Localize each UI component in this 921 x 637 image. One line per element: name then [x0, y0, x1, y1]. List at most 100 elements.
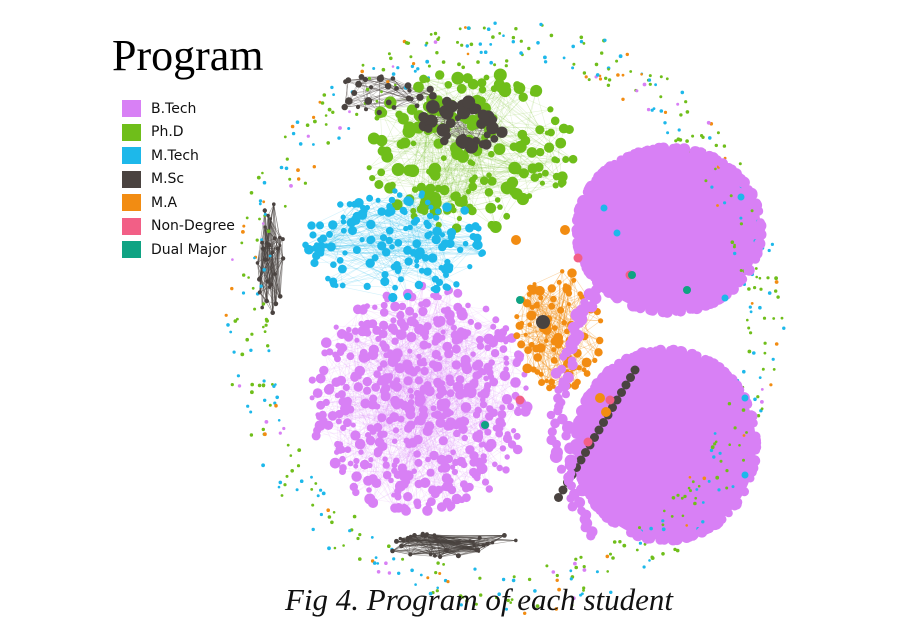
graph-edge: [389, 376, 482, 446]
graph-edge: [348, 100, 380, 113]
outer-ring-node: [616, 73, 620, 77]
mtech-node: [388, 196, 396, 204]
btech-node: [436, 502, 447, 512]
btech-node: [397, 415, 405, 423]
btech-node: [724, 509, 733, 518]
legend: B.Tech Ph.D M.Tech M.Sc M.A Non-Degree D…: [122, 97, 235, 262]
graph-edge: [273, 204, 284, 259]
graph-edge: [539, 290, 588, 374]
graph-edge: [320, 326, 385, 379]
btech-node: [717, 514, 727, 525]
outer-ring-node: [224, 313, 228, 317]
outer-ring-node: [259, 284, 263, 288]
outer-ring-node: [574, 565, 578, 570]
outer-ring-node: [774, 342, 779, 346]
btech-node: [577, 407, 586, 416]
phd-node: [517, 129, 528, 140]
btech-node: [632, 529, 644, 542]
mtech-node: [403, 225, 409, 232]
outer-ring-node: [683, 494, 687, 499]
mtech-node: [401, 209, 408, 216]
btech-node: [421, 360, 428, 367]
graph-edge: [344, 98, 412, 108]
graph-edge: [434, 534, 493, 543]
outer-ring-node: [441, 60, 446, 64]
dual-major-node: [628, 271, 636, 279]
outer-ring-node: [407, 41, 411, 45]
btech-node: [499, 404, 506, 411]
graph-edge: [382, 112, 425, 212]
dual-major-node: [481, 421, 489, 429]
btech-node: [460, 416, 466, 422]
phd-node: [497, 71, 507, 81]
btech-node: [452, 381, 464, 393]
ma-node: [601, 407, 611, 417]
phd-node: [535, 125, 545, 135]
outer-ring-node: [659, 95, 663, 99]
outer-ring-node: [650, 556, 655, 560]
outer-ring-node: [299, 479, 304, 484]
btech-node: [354, 438, 366, 450]
btech-node: [312, 388, 323, 398]
graph-edge: [369, 498, 418, 506]
outer-ring-node: [710, 445, 715, 450]
graph-edge: [446, 243, 478, 268]
outer-ring-node: [474, 602, 478, 606]
msc-node: [429, 92, 437, 100]
graph-edge: [340, 352, 368, 391]
graph-edge: [404, 412, 494, 485]
outer-ring-node: [600, 51, 604, 55]
btech-node: [354, 382, 362, 389]
phd-node: [456, 150, 469, 163]
graph-edge: [404, 326, 462, 332]
graph-edge: [457, 77, 557, 177]
outer-ring-node: [661, 552, 665, 556]
outer-ring-node: [478, 42, 482, 46]
btech-node: [690, 146, 702, 157]
btech-node: [566, 481, 577, 491]
mtech-node: [311, 244, 319, 252]
mtech-node: [364, 204, 370, 211]
outer-ring-node: [262, 200, 266, 204]
graph-edge: [436, 354, 488, 386]
outer-ring-node: [286, 443, 290, 447]
btech-node: [474, 411, 481, 418]
btech-node: [449, 318, 455, 325]
graph-edge: [397, 322, 439, 354]
outer-ring-node: [652, 107, 656, 110]
graph-edge: [348, 85, 389, 102]
outer-ring-node: [457, 62, 461, 67]
btech-node: [736, 276, 746, 286]
outer-ring-node: [663, 509, 666, 513]
btech-node: [344, 446, 352, 453]
msc-node: [355, 80, 362, 88]
mtech-node: [404, 292, 412, 301]
ma-node: [592, 357, 598, 363]
ma-node: [550, 337, 559, 346]
outer-ring-node: [297, 177, 301, 181]
outer-ring-node: [718, 451, 722, 455]
phd-node: [494, 197, 501, 203]
btech-node: [724, 163, 734, 173]
mtech-node: [371, 254, 379, 262]
outer-ring-node: [695, 488, 699, 491]
msc-node: [408, 552, 413, 557]
outer-ring-node: [433, 31, 438, 36]
graph-edge: [553, 285, 566, 361]
graph-edge: [259, 242, 263, 293]
btech-node: [403, 376, 413, 386]
btech-node: [668, 143, 678, 153]
outer-ring-node: [725, 486, 729, 490]
ma-node: [534, 369, 541, 375]
graph-edge: [488, 159, 555, 176]
outer-ring-node: [332, 511, 336, 514]
phd-node: [413, 81, 424, 93]
outer-ring-node: [253, 256, 256, 260]
outer-ring-node: [326, 141, 331, 145]
graph-edge: [412, 125, 425, 171]
graph-edge: [546, 296, 583, 341]
mtech-node: [316, 241, 326, 251]
outer-ring-node: [327, 546, 331, 551]
outer-ring-node: [661, 523, 665, 527]
outer-ring-node: [321, 491, 326, 496]
